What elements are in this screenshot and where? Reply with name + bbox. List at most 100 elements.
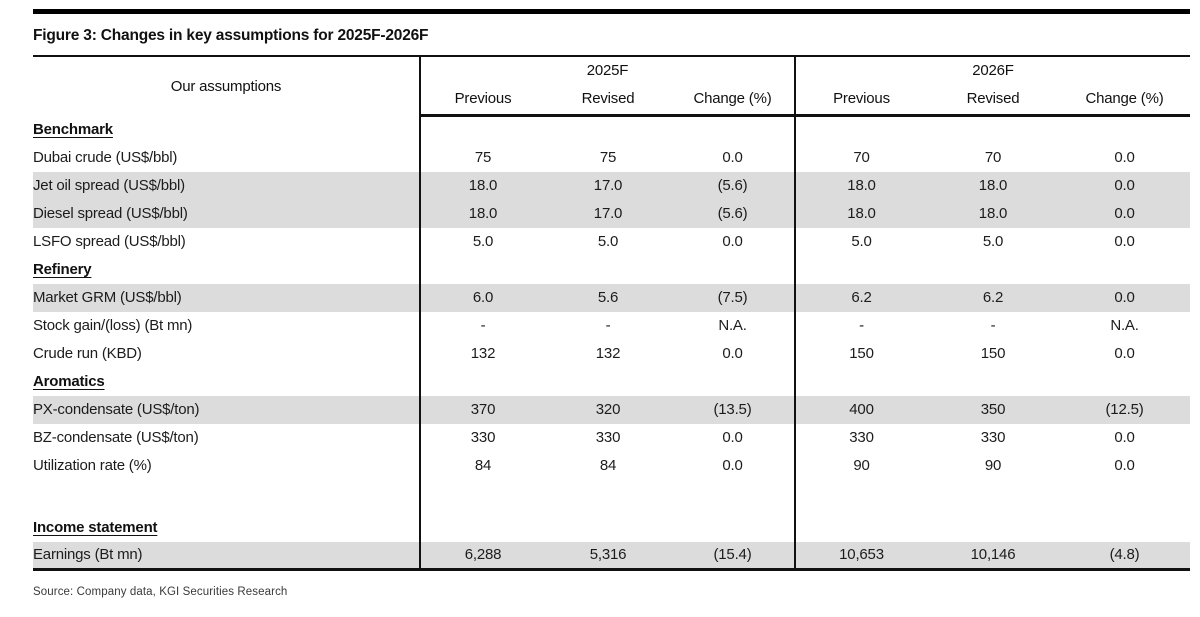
value-cell: 320 — [545, 395, 671, 424]
value-cell — [927, 116, 1059, 144]
table-row: Market GRM (US$/bbl) 6.0 5.6 (7.5) 6.2 6.2 0.0 — [33, 283, 1191, 312]
value-cell: (15.4) — [671, 541, 795, 570]
value-cell — [419, 115, 545, 144]
row-label-cell: Dubai crude (US$/bbl) — [33, 144, 420, 172]
row-label-cell: BZ-condensate (US$/ton) — [33, 424, 420, 452]
value-cell: 18.0 — [927, 171, 1059, 200]
value-cell: 370 — [419, 395, 545, 424]
assumptions-table: Our assumptions 2025F 2026F Previous Rev… — [33, 55, 1191, 571]
spacer-row — [33, 479, 1190, 514]
value-cell: 84 — [599, 457, 617, 474]
value-cell: 10,653 — [794, 541, 927, 570]
value-cell — [545, 514, 671, 542]
value-cell: (5.6) — [671, 199, 795, 228]
value-cell — [671, 480, 795, 514]
value-cell — [794, 479, 927, 514]
value-cell — [927, 256, 1059, 284]
value-cell: 0.0 — [722, 345, 743, 362]
value-cell: 70 — [984, 149, 1002, 166]
table-row: LSFO spread (US$/bbl) 5.0 5.0 0.0 5.0 5.0 0.0 — [33, 227, 1190, 256]
table-row: Diesel spread (US$/bbl) 18.0 17.0 (5.6) 18.0… — [33, 199, 1191, 228]
row-label-cell: Utilization rate (%) — [33, 452, 420, 480]
value-cell: 0.0 — [1114, 457, 1135, 474]
row-label-cell: Aromatics — [33, 368, 420, 396]
value-cell — [794, 255, 927, 284]
value-cell: (13.5) — [671, 395, 795, 424]
row-label-cell: Market GRM (US$/bbl) — [33, 283, 420, 312]
figure-title: Figure 3: Changes in key assumptions for… — [33, 27, 429, 44]
row-label-cell: Earnings (Bt mn) — [33, 541, 420, 570]
section-row: Refinery — [33, 255, 1190, 284]
section-row: Income statement — [33, 513, 1190, 542]
value-cell — [545, 116, 671, 144]
table-row: Crude run (KBD) 132 132 0.0 150 150 0.0 — [33, 339, 1190, 368]
value-cell: (4.8) — [1059, 541, 1191, 570]
row-label: Crude run (KBD) — [33, 345, 142, 362]
value-cell: 6,288 — [419, 541, 545, 570]
value-cell: 18.0 — [794, 199, 927, 228]
value-cell: 132 — [595, 345, 621, 362]
value-cell: 17.0 — [545, 199, 671, 228]
section-label: Income statement — [33, 519, 158, 536]
value-cell — [927, 480, 1059, 514]
table-row: Dubai crude (US$/bbl) 75 75 0.0 70 70 0.0 — [33, 143, 1190, 172]
value-cell: 6.2 — [794, 283, 927, 312]
value-cell: 5.6 — [545, 283, 671, 312]
value-cell: 75 — [419, 143, 545, 172]
value-cell: 10,146 — [927, 541, 1059, 570]
value-cell: 0.0 — [722, 429, 743, 446]
value-cell: 5.0 — [597, 233, 619, 250]
value-cell — [927, 514, 1059, 542]
value-cell — [671, 368, 795, 396]
row-label-cell — [33, 480, 420, 514]
value-cell — [545, 368, 671, 396]
section-row: Aromatics — [33, 367, 1190, 396]
row-label-cell: PX-condensate (US$/ton) — [33, 395, 420, 424]
year-group-2025f: 2025F — [419, 56, 795, 83]
value-cell: - — [419, 311, 545, 340]
year-group-2026f: 2026F — [793, 56, 1191, 83]
value-cell — [671, 256, 795, 284]
value-cell — [927, 368, 1059, 396]
value-cell: - — [794, 311, 927, 340]
value-cell: 330 — [980, 429, 1006, 446]
row-label-cell: Diesel spread (US$/bbl) — [33, 199, 420, 228]
value-cell — [671, 116, 795, 144]
row-label-cell: Benchmark — [33, 116, 420, 144]
header-columns-row: Previous Revised Change (%) Previous Rev… — [33, 83, 1191, 117]
row-label-cell: LSFO spread (US$/bbl) — [33, 228, 420, 256]
value-cell: 330 — [419, 423, 545, 452]
value-cell: 0.0 — [1114, 149, 1135, 166]
value-cell: 6.0 — [419, 283, 545, 312]
value-cell — [419, 367, 545, 396]
row-label-cell: Crude run (KBD) — [33, 340, 420, 368]
value-cell: 0.0 — [722, 457, 743, 474]
value-cell: 70 — [794, 143, 927, 172]
value-cell: N.A. — [1110, 317, 1139, 334]
value-cell: 18.0 — [794, 171, 927, 200]
value-cell: - — [990, 317, 996, 334]
value-cell: 0.0 — [722, 149, 743, 166]
value-cell: 5.0 — [794, 227, 927, 256]
value-cell: N.A. — [718, 317, 747, 334]
table-header: Our assumptions 2025F 2026F Previous Rev… — [33, 56, 1191, 117]
value-cell — [1059, 256, 1190, 284]
value-cell: 400 — [794, 395, 927, 424]
value-cell — [1059, 368, 1190, 396]
col-2025-change: Change (%) — [671, 83, 795, 117]
col-2025-previous: Previous — [419, 83, 545, 117]
value-cell: 75 — [599, 149, 617, 166]
value-cell: 132 — [419, 339, 545, 368]
row-label: Jet oil spread (US$/bbl) — [33, 177, 185, 194]
row-label-cell: Jet oil spread (US$/bbl) — [33, 171, 420, 200]
value-cell: 0.0 — [722, 233, 743, 250]
row-label: Market GRM (US$/bbl) — [33, 289, 182, 306]
value-cell: (5.6) — [671, 171, 795, 200]
section-row: Benchmark — [33, 115, 1190, 144]
section-label: Benchmark — [33, 121, 113, 138]
value-cell: (12.5) — [1059, 395, 1191, 424]
header-group-row: Our assumptions 2025F 2026F — [33, 56, 1191, 95]
top-accent-bar — [33, 9, 1190, 14]
value-cell — [1059, 480, 1190, 514]
